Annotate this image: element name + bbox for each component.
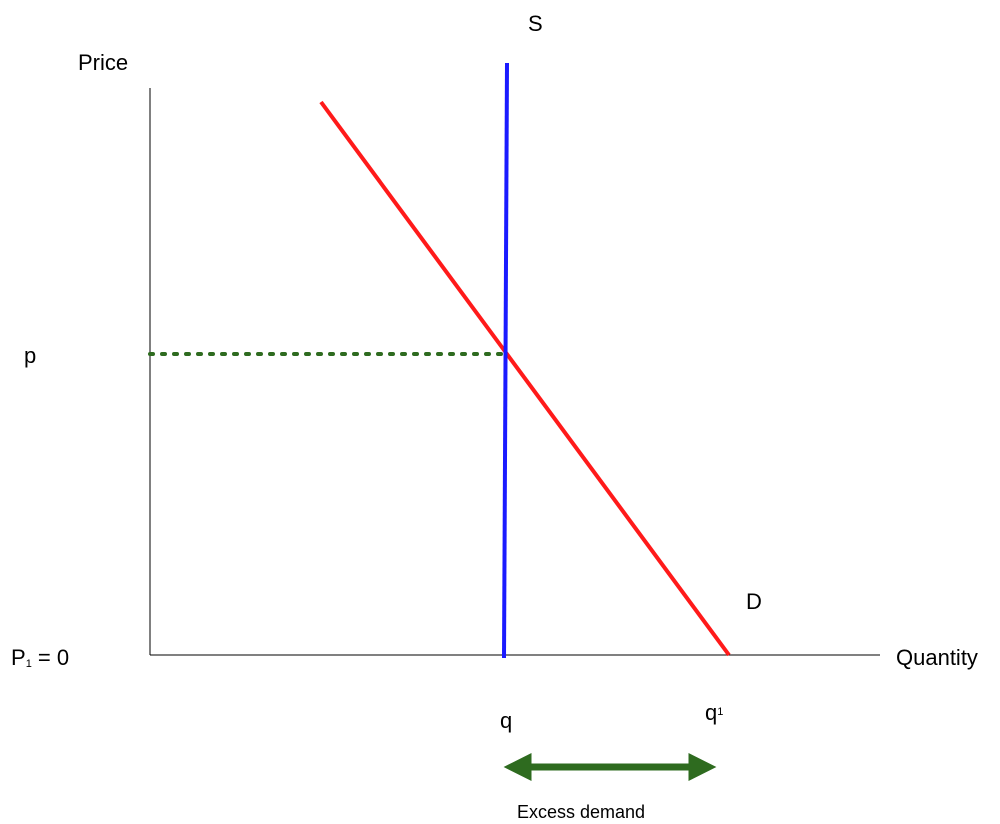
price-zero-subscript: 1	[26, 658, 32, 670]
demand-curve	[319, 100, 731, 657]
price-p-label: p	[24, 343, 36, 368]
quantity-q1-label: q1	[705, 700, 723, 725]
supply-curve	[502, 62, 509, 659]
price-zero-label: P1 = 0	[11, 645, 69, 670]
quantity-q1-subscript: 1	[717, 706, 723, 718]
demand-label: D	[746, 589, 762, 614]
excess-demand-label: Excess demand	[517, 802, 645, 822]
quantity-q-label: q	[500, 708, 512, 733]
supply-label: S	[528, 11, 543, 36]
price-zero-main: P	[11, 645, 26, 670]
quantity-q1-main: q	[705, 700, 717, 725]
price-zero-rest: = 0	[32, 645, 69, 670]
y-axis-label: Price	[78, 50, 128, 75]
x-axis-label: Quantity	[896, 645, 978, 670]
